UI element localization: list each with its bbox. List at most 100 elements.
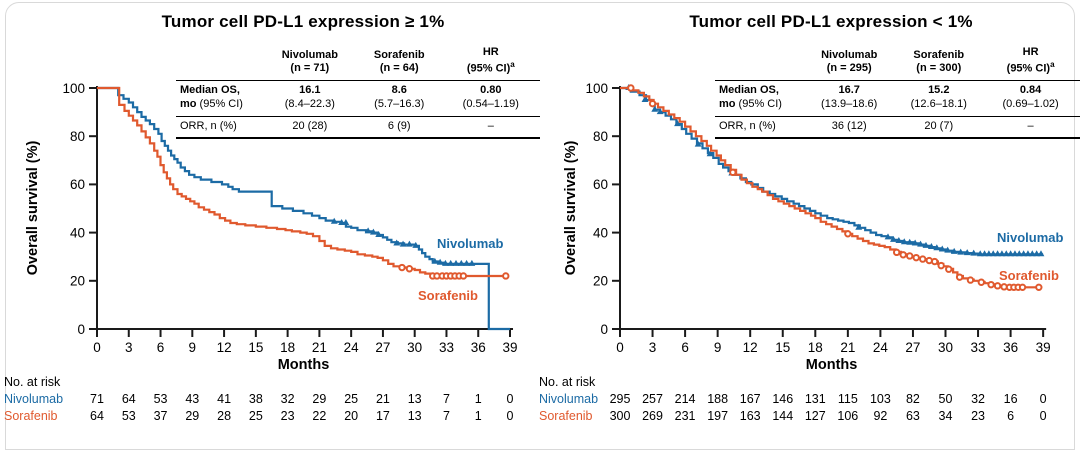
censor-mark-sorafenib — [627, 84, 635, 92]
censor-mark-sorafenib — [919, 255, 927, 263]
x-tick-label: 39 — [1036, 340, 1051, 355]
table-header-line1: HR — [1022, 46, 1039, 58]
table-header-line2: (n = 300) — [916, 62, 962, 75]
at-risk-value: 13 — [408, 409, 422, 423]
at-risk-value: 17 — [376, 409, 390, 423]
at-risk-value: 25 — [249, 409, 263, 423]
at-risk-value: 53 — [122, 409, 136, 423]
table-data-row: ORR, n (%) 36 (12) 20 (7) – — [715, 116, 1080, 140]
x-tick-label: 15 — [775, 340, 790, 355]
panel-title: Tumor cell PD-L1 expression < 1% — [689, 12, 973, 31]
at-risk-value: 16 — [1004, 392, 1018, 406]
censor-mark-sorafenib — [1018, 283, 1027, 292]
at-risk-value: 269 — [642, 409, 663, 423]
table-value-line1: – — [1027, 119, 1034, 132]
x-tick-label: 21 — [312, 340, 327, 355]
table-value-line2: (5.7–16.3) — [374, 97, 425, 110]
censor-mark-nivolumab — [706, 150, 714, 157]
y-tick-label: 40 — [70, 225, 85, 240]
x-tick-label: 21 — [840, 340, 855, 355]
censor-mark-nivolumab — [1028, 250, 1036, 257]
x-axis-title: Months — [806, 357, 858, 373]
at-risk-value: 29 — [185, 409, 199, 423]
table-header-line1: Nivolumab — [281, 48, 338, 61]
table-value-line2: (12.6–18.1) — [910, 97, 967, 110]
table-header-line1: Nivolumab — [821, 48, 878, 61]
at-risk-row-label-sorafenib: Sorafenib — [539, 409, 593, 423]
table-value-cell: 20 (7) — [896, 116, 982, 140]
censor-mark-nivolumab — [342, 218, 350, 225]
curve-label-sorafenib: Sorafenib — [418, 288, 478, 303]
at-risk-value: 295 — [610, 392, 631, 406]
censor-mark-sorafenib — [844, 230, 852, 238]
x-tick-label: 27 — [375, 340, 390, 355]
y-tick-label: 60 — [593, 177, 608, 192]
table-header-line2: (n = 295) — [826, 62, 872, 75]
table-data-row: ORR, n (%) 20 (28) 6 (9) – — [176, 116, 540, 140]
censor-mark-nivolumab — [922, 241, 930, 248]
censor-mark-nivolumab — [989, 250, 997, 257]
table-row-label-line1: ORR, n (%) — [719, 119, 776, 132]
x-tick-label: 9 — [714, 340, 722, 355]
censor-mark-nivolumab — [452, 259, 460, 266]
table-value-line1: 16.7 — [838, 84, 860, 97]
at-risk-value: 28 — [217, 409, 231, 423]
censor-mark-nivolumab — [963, 249, 971, 256]
table-header-line2: (95% CI)a — [466, 59, 515, 75]
censor-mark-nivolumab — [651, 105, 659, 112]
at-risk-row-label-nivolumab: Nivolumab — [539, 392, 598, 406]
censor-mark-nivolumab — [641, 96, 649, 103]
censor-mark-nivolumab — [457, 259, 465, 266]
censor-mark-nivolumab — [694, 140, 702, 147]
table-value-cell: 16.1 (8.4–22.3) — [262, 80, 357, 117]
table-row-label: ORR, n (%) — [715, 116, 803, 140]
censor-mark-nivolumab — [1037, 250, 1045, 257]
censor-mark-nivolumab — [895, 237, 903, 244]
footnote-marker: a — [1050, 59, 1055, 69]
x-tick-label: 0 — [93, 340, 101, 355]
at-risk-value: 13 — [408, 392, 422, 406]
y-tick-label: 100 — [62, 81, 85, 96]
censor-mark-nivolumab — [330, 217, 338, 224]
censor-mark-nivolumab — [463, 259, 470, 266]
censor-mark-sorafenib — [648, 99, 657, 108]
censor-mark-nivolumab — [406, 240, 413, 247]
censor-mark-nivolumab — [944, 246, 952, 253]
censor-mark-nivolumab — [412, 241, 420, 248]
at-risk-value: 0 — [507, 392, 514, 406]
at-risk-value: 50 — [939, 392, 953, 406]
censor-mark-sorafenib — [993, 282, 1002, 290]
y-tick-label: 20 — [70, 274, 85, 289]
at-risk-value: 20 — [344, 409, 358, 423]
censor-mark-nivolumab — [970, 249, 978, 256]
table-row-label-line2: mo (95% CI) — [180, 98, 259, 112]
y-tick-label: 0 — [77, 322, 85, 337]
table-header-line1: Sorafenib — [373, 48, 425, 61]
table-row-label-line1: Median OS, — [180, 84, 240, 97]
table-header-line1: Sorafenib — [913, 48, 965, 61]
curve-label-sorafenib: Sorafenib — [999, 268, 1059, 283]
at-risk-value: 214 — [675, 392, 696, 406]
y-tick-label: 80 — [70, 129, 85, 144]
x-tick-label: 3 — [649, 340, 657, 355]
table-value-line1: 20 (28) — [292, 119, 328, 132]
x-tick-label: 24 — [344, 340, 360, 355]
at-risk-value: 131 — [805, 392, 826, 406]
at-risk-value: 7 — [443, 409, 450, 423]
x-tick-label: 15 — [248, 340, 263, 355]
no-at-risk-label: No. at risk — [4, 375, 61, 389]
x-tick-label: 33 — [971, 340, 986, 355]
at-risk-value: 106 — [837, 409, 858, 423]
table-row-label: Median OS, mo (95% CI) — [176, 80, 263, 117]
at-risk-value: 103 — [870, 392, 891, 406]
results-table: Nivolumab (n = 71) Sorafenib (n = 64) HR (95%… — [176, 44, 540, 140]
x-tick-label: 24 — [873, 340, 889, 355]
x-tick-label: 18 — [808, 340, 823, 355]
no-at-risk-label: No. at risk — [539, 375, 596, 389]
censor-mark-nivolumab — [1020, 250, 1028, 257]
table-value-cell: 6 (9) — [356, 116, 442, 140]
censor-mark-nivolumab — [468, 259, 476, 266]
at-risk-value: 146 — [772, 392, 793, 406]
results-table: Nivolumab (n = 295) Sorafenib (n = 300) HR (9… — [715, 44, 1080, 140]
